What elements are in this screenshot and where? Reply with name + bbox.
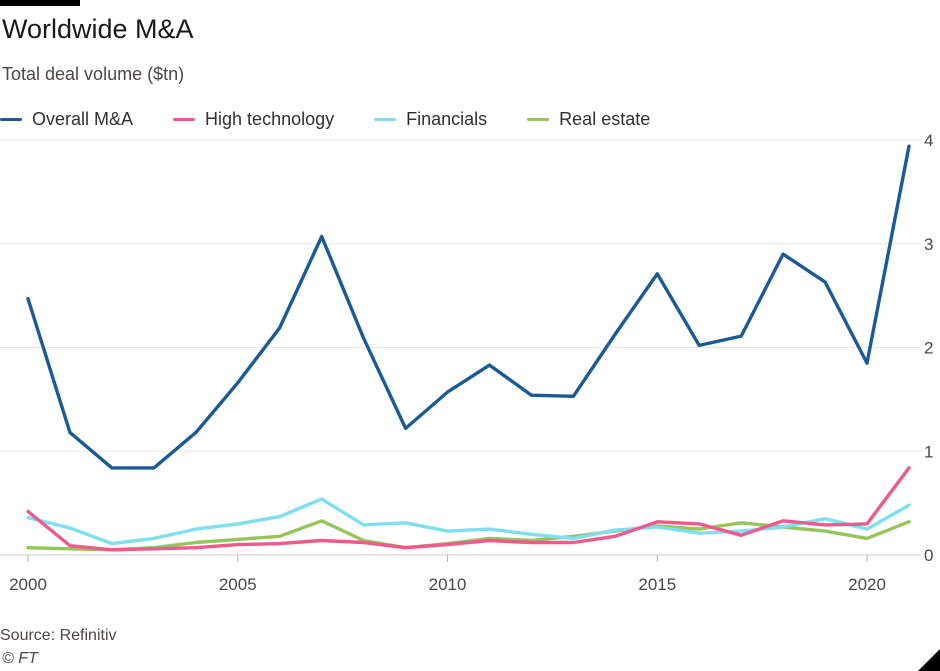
chart-subtitle: Total deal volume ($tn) (2, 64, 185, 84)
legend-label-real-estate: Real estate (559, 108, 651, 129)
series-line-high-technology (26, 466, 911, 552)
legend-item-real-estate: Real estate (527, 109, 650, 130)
y-tick-label: 3 (924, 235, 933, 254)
legend-swatch-financials (374, 117, 397, 121)
legend-item-high-technology: High technology (173, 109, 334, 130)
chart-title: Worldwide M&A (2, 14, 194, 44)
series-line-overall-m-a (26, 144, 911, 470)
corner-mark (918, 649, 940, 671)
legend-label-overall: Overall M&A (32, 108, 134, 129)
copyright-credit: © FT (2, 650, 38, 667)
x-tick-label: 2020 (848, 575, 886, 594)
x-tick-label: 2000 (9, 575, 47, 594)
legend-swatch-overall (0, 117, 22, 121)
y-tick-label: 2 (924, 339, 933, 358)
source-note: Source: Refinitiv (0, 627, 117, 644)
chart-legend: Overall M&A High technology Financials R… (0, 106, 690, 132)
legend-item-financials: Financials (374, 109, 487, 130)
legend-label-financials: Financials (406, 108, 488, 129)
legend-swatch-high-technology (173, 117, 196, 121)
x-tick-label: 2005 (219, 575, 257, 594)
legend-label-high-technology: High technology (205, 108, 335, 129)
x-tick-label: 2015 (638, 575, 676, 594)
legend-swatch-real-estate (527, 117, 550, 121)
x-tick-label: 2010 (429, 575, 467, 594)
y-tick-label: 0 (924, 546, 933, 565)
y-tick-label: 1 (924, 442, 933, 461)
y-tick-label: 4 (924, 131, 933, 150)
legend-item-overall: Overall M&A (0, 109, 133, 130)
brand-bar (0, 0, 80, 6)
